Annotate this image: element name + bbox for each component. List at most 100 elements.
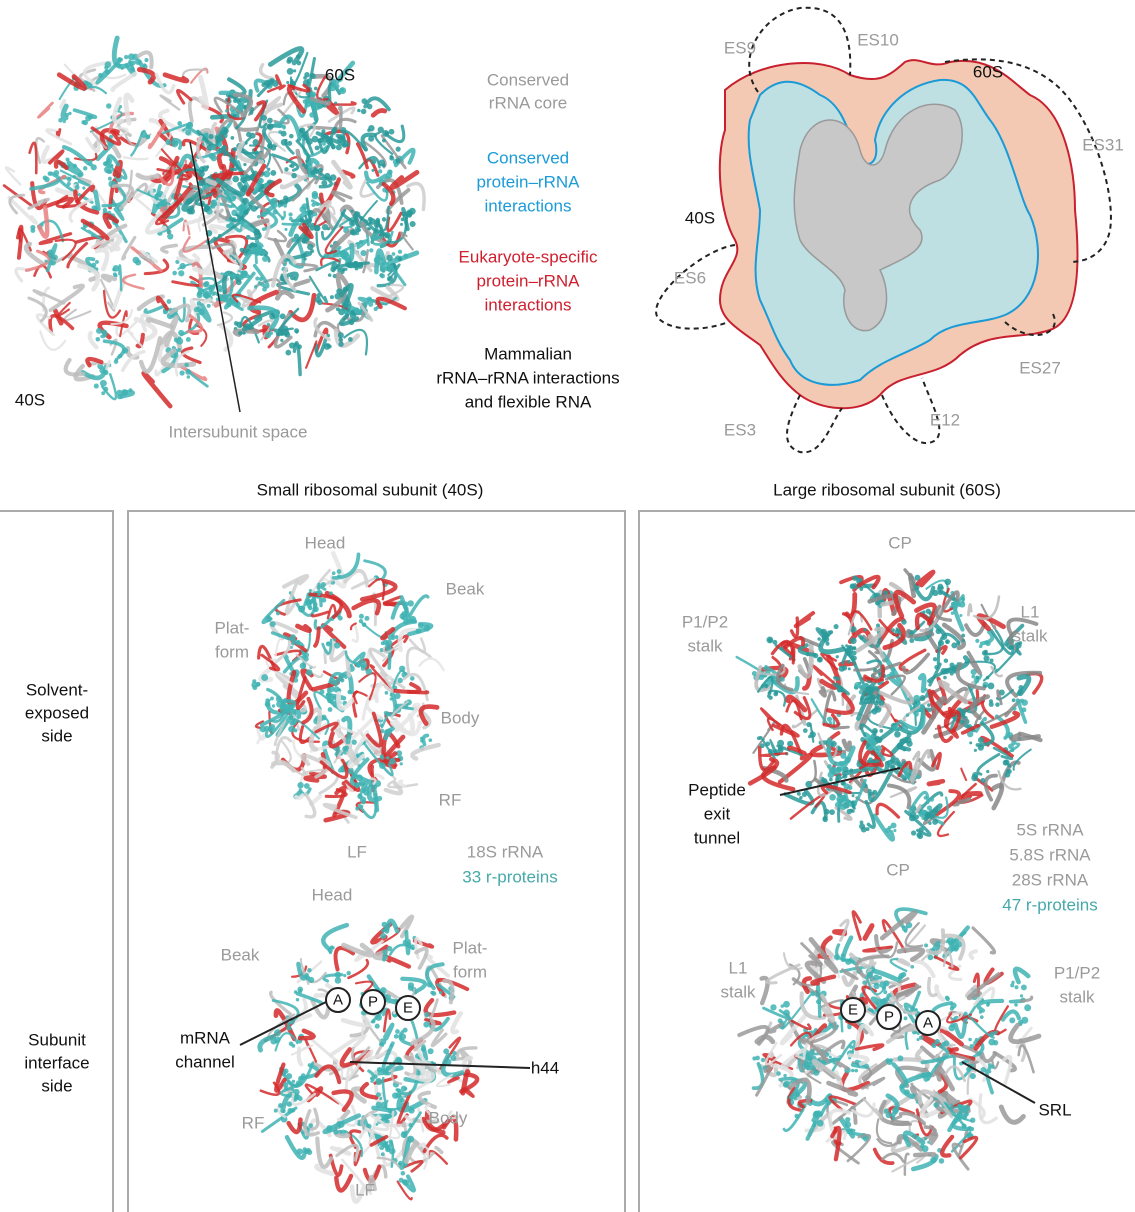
molecule-strand bbox=[82, 186, 85, 189]
molecule-strand bbox=[334, 101, 337, 104]
label: RF bbox=[242, 1115, 265, 1132]
molecule-strand bbox=[257, 215, 261, 219]
site-label: A bbox=[923, 1016, 933, 1031]
molecule-strand bbox=[338, 342, 343, 347]
molecule-strand bbox=[162, 206, 166, 212]
molecule-strand bbox=[277, 292, 292, 298]
legend-text: Eukaryote-specific bbox=[459, 249, 598, 266]
row-label: side bbox=[41, 1078, 72, 1095]
molecule-strand bbox=[339, 338, 344, 343]
molecule-strand bbox=[173, 277, 201, 285]
molecule-strand bbox=[185, 129, 191, 135]
molecule-strand bbox=[38, 103, 52, 117]
molecule-strand bbox=[254, 285, 258, 289]
molecule-strand bbox=[369, 248, 373, 252]
molecule-strand bbox=[253, 243, 258, 248]
molecule-strand bbox=[281, 131, 287, 137]
molecule-strand bbox=[286, 81, 289, 84]
label: 28S rRNA bbox=[1012, 872, 1089, 889]
molecule-strand bbox=[351, 210, 354, 213]
molecule-strand bbox=[303, 257, 306, 260]
label: mRNA bbox=[180, 1030, 230, 1047]
molecule-strand bbox=[382, 139, 386, 143]
molecule-strand bbox=[144, 58, 148, 62]
molecule-strand bbox=[144, 373, 171, 406]
molecule-strand bbox=[314, 87, 318, 91]
molecule-strand bbox=[101, 280, 114, 311]
molecule-strand bbox=[291, 238, 295, 242]
molecule-strand bbox=[309, 112, 314, 117]
molecule-strand bbox=[252, 139, 258, 145]
molecule-strand bbox=[242, 198, 249, 205]
molecule-strand bbox=[182, 348, 200, 362]
label: exit bbox=[704, 806, 730, 823]
molecule-strand bbox=[95, 260, 99, 264]
molecule-strand bbox=[197, 291, 202, 296]
molecule-strand bbox=[238, 331, 243, 336]
molecule-strand bbox=[240, 176, 247, 183]
molecule-strand bbox=[400, 223, 403, 226]
molecule-strand bbox=[338, 332, 344, 338]
label: Head bbox=[305, 535, 346, 552]
molecule-strand bbox=[306, 341, 316, 367]
row-label: Subunit bbox=[28, 1032, 86, 1049]
molecule-strand bbox=[367, 296, 373, 302]
label: form bbox=[453, 964, 487, 981]
label: LF bbox=[347, 844, 367, 861]
molecule-strand bbox=[350, 221, 354, 225]
molecule-strand bbox=[57, 130, 60, 137]
molecule-strand bbox=[255, 276, 259, 280]
molecule-strand bbox=[303, 76, 307, 80]
molecule-strand bbox=[141, 338, 160, 371]
molecule-strand bbox=[395, 158, 400, 163]
molecule-strand bbox=[285, 350, 291, 356]
label: 40S bbox=[15, 392, 45, 409]
molecule-strand bbox=[106, 103, 111, 108]
label: L1 bbox=[729, 960, 748, 977]
molecule-strand bbox=[269, 331, 273, 335]
molecule-strand bbox=[135, 59, 141, 65]
site-label: E bbox=[848, 1003, 858, 1018]
molecule-strand bbox=[390, 155, 393, 158]
molecule-strand bbox=[315, 145, 320, 150]
molecule-strand bbox=[206, 165, 209, 168]
molecule-strand bbox=[187, 375, 190, 378]
label: ES9 bbox=[724, 40, 756, 57]
molecule-strand bbox=[368, 217, 373, 222]
molecule-strand bbox=[270, 170, 276, 176]
molecule-strand bbox=[295, 330, 298, 333]
label: 60S bbox=[973, 64, 1003, 81]
molecule-strand bbox=[291, 295, 315, 320]
molecule-strand bbox=[278, 205, 281, 208]
molecule-strand bbox=[283, 126, 286, 129]
molecule-strand bbox=[243, 163, 246, 166]
molecule-strand bbox=[236, 322, 242, 328]
molecule-strand bbox=[267, 168, 270, 171]
molecule-strand bbox=[213, 124, 216, 141]
molecule-strand bbox=[284, 167, 288, 171]
molecule-strand bbox=[100, 380, 107, 387]
molecule-strand bbox=[336, 144, 342, 150]
molecule-strand bbox=[305, 160, 308, 163]
molecule-strand bbox=[110, 165, 114, 169]
label: 5.8S rRNA bbox=[1009, 847, 1090, 864]
site-label: A bbox=[333, 993, 343, 1008]
molecule-strand bbox=[112, 268, 115, 271]
label: P1/P2 bbox=[1054, 965, 1100, 982]
molecule-strand bbox=[294, 234, 297, 237]
molecule-strand bbox=[284, 228, 287, 231]
label: channel bbox=[175, 1054, 235, 1071]
molecule-strand bbox=[289, 85, 309, 91]
molecule-strand bbox=[178, 270, 184, 276]
molecule-strand bbox=[267, 118, 273, 124]
molecule-strand bbox=[186, 337, 191, 342]
molecule-strand bbox=[314, 225, 320, 231]
label: 47 r-proteins bbox=[1002, 897, 1097, 914]
molecule-strand bbox=[379, 235, 383, 239]
molecule-strand bbox=[166, 299, 171, 304]
legend-text: rRNA core bbox=[489, 95, 567, 112]
molecule-strand bbox=[207, 304, 211, 308]
molecule-strand bbox=[311, 104, 316, 109]
label: 60S bbox=[325, 67, 355, 84]
legend-text: protein–rRNA bbox=[477, 174, 580, 191]
